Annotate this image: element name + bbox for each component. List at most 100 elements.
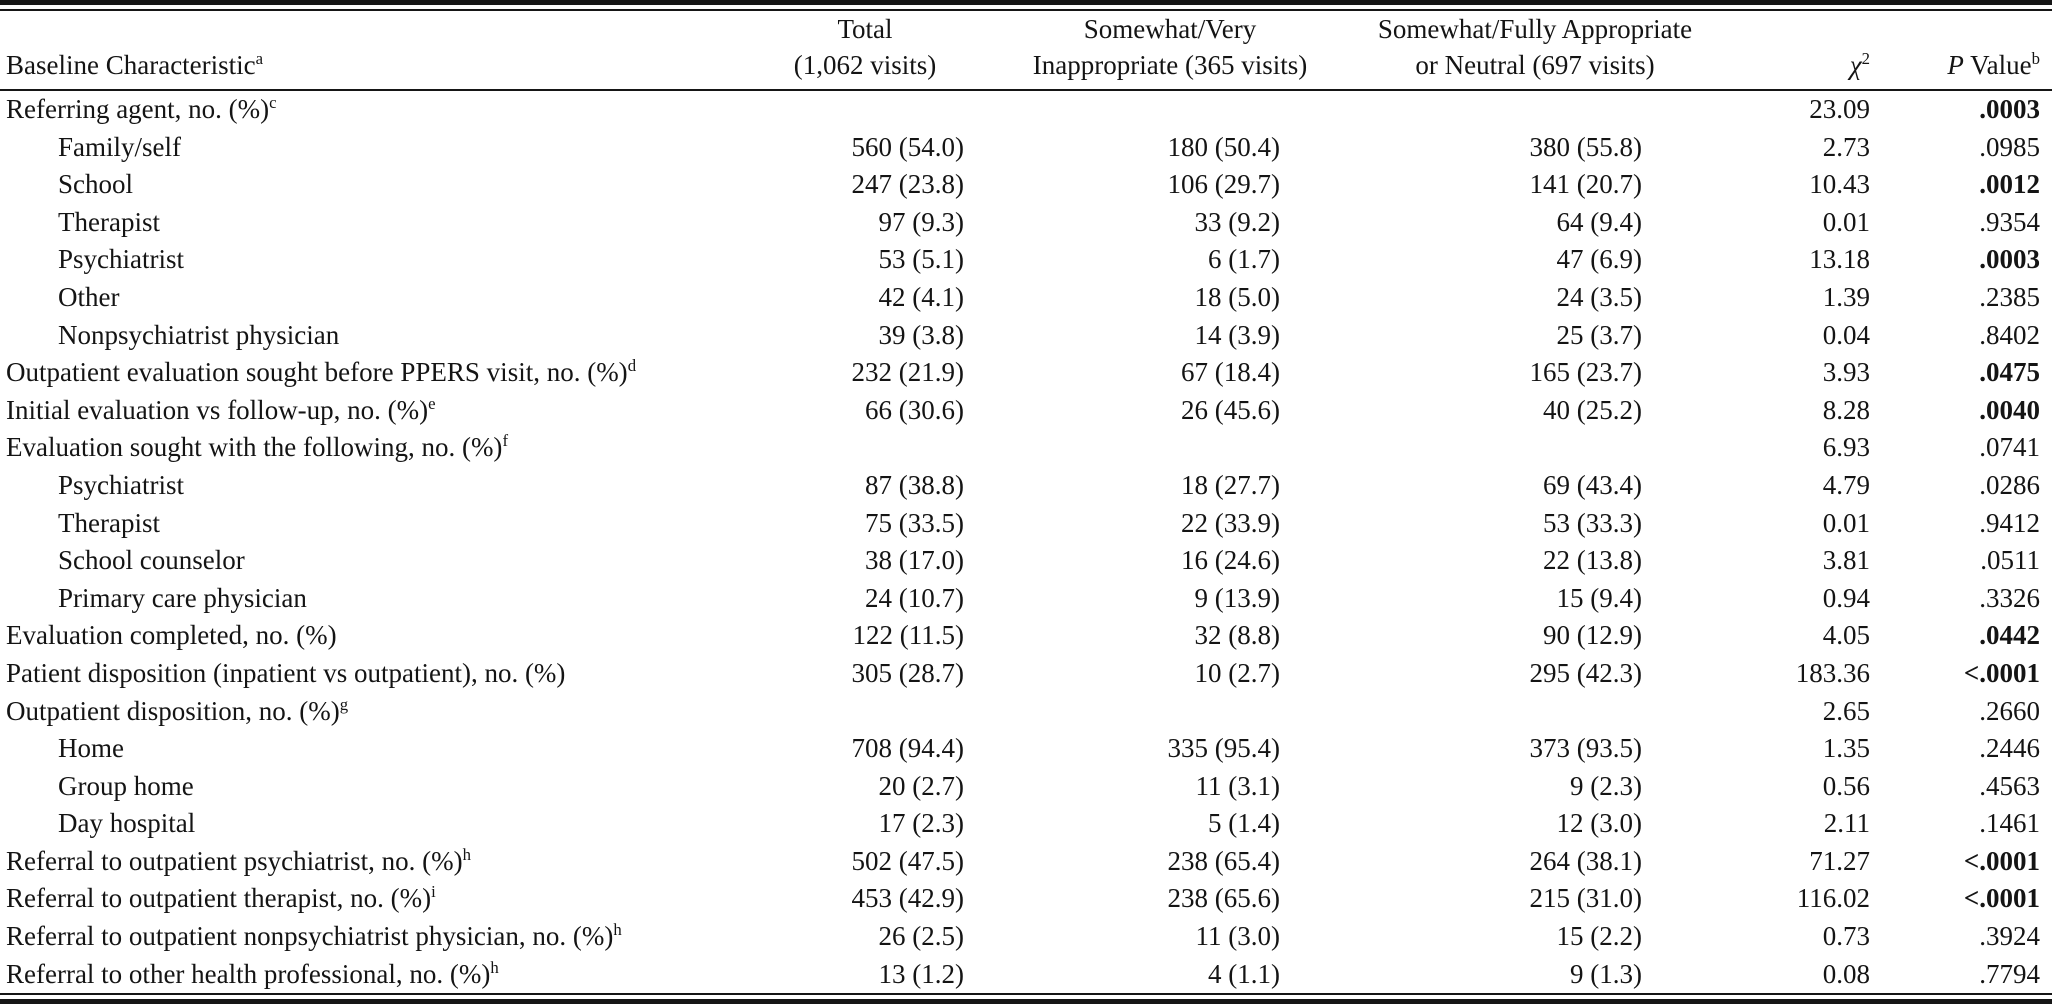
cell-characteristic-label: Other [0,279,740,317]
table-row: Referring agent, no. (%)c 23.09 .0003 [0,90,2052,129]
cell-inappropriate: 11 (3.0) [1195,921,1280,952]
cell-appropriate: 264 (38.1) [1529,845,1642,876]
cell-p-value: <.0001 [1963,883,2040,914]
cell-inappropriate: 18 (5.0) [1194,281,1280,312]
column-header-total: Total (1,062 visits) [740,11,990,91]
cell-chi-squared: 23.09 [1809,94,1870,124]
cell-characteristic-label: Family/self [0,129,740,167]
characteristic-text: Referral to outpatient therapist, no. (%… [6,883,432,914]
characteristic-text: Referral to other health professional, n… [6,958,491,989]
characteristic-text: Evaluation sought with the following, no… [6,432,503,463]
footnote-marker: e [428,393,436,413]
cell-p-value: <.0001 [1963,845,2040,876]
cell-p-value: <.0001 [1963,657,2040,688]
characteristic-text: Evaluation completed, no. (%) [6,620,337,651]
cell-p-value: .9354 [1979,206,2040,237]
table-header: Baseline Characteristica Total (1,062 vis… [0,11,2052,91]
table-row: School counselor 38 (17.0) 16 (24.6) 22 (13… [0,542,2052,580]
cell-inappropriate: 14 (3.9) [1194,319,1280,350]
footnote-marker: g [339,694,349,714]
table-row: Referral to other health professional, n… [0,956,2052,994]
table-row: Outpatient evaluation sought before PPER… [0,354,2052,392]
table-row: Group home 20 (2.7) 11 (3.1) 9 (2.3) 0.56 .45… [0,768,2052,806]
cell-inappropriate: 5 (1.4) [1208,808,1280,839]
characteristic-text: Initial evaluation vs follow-up, no. (%) [6,394,429,425]
table-row: Referral to outpatient psychiatrist, no.… [0,843,2052,881]
cell-p-value: .0012 [1979,169,2040,200]
cell-characteristic-label: Referring agent, no. (%)c [0,90,740,129]
cell-inappropriate [990,429,1350,467]
cell-p-value: .0040 [1979,394,2040,425]
table-row: Home 708 (94.4) 335 (95.4) 373 (93.5) 1.35 .2… [0,730,2052,768]
table-row: School 247 (23.8) 106 (29.7) 141 (20.7) 10.4… [0,166,2052,204]
footnote-marker: h [613,920,622,940]
characteristic-text: School counselor [58,545,245,576]
cell-appropriate: 380 (55.8) [1529,131,1642,162]
top-rule-thin [0,9,2052,11]
characteristic-text: Outpatient disposition, no. (%) [6,695,340,726]
cell-chi-squared: 8.28 [1822,394,1870,425]
cell-p-value: .2385 [1979,281,2040,312]
cell-chi-squared: 0.01 [1822,507,1870,538]
cell-p-value: .8402 [1979,319,2040,350]
characteristic-text: Primary care physician [58,582,307,613]
p-symbol: P [1947,50,1964,80]
cell-inappropriate: 335 (95.4) [1167,733,1280,764]
cell-inappropriate: 26 (45.6) [1181,394,1280,425]
cell-total: 75 (33.5) [865,507,964,538]
cell-chi-squared: 10.43 [1809,169,1870,200]
cell-characteristic-label: Initial evaluation vs follow-up, no. (%)… [0,392,740,430]
characteristic-text: Referring agent, no. (%) [6,94,270,124]
column-header-baseline-characteristic: Baseline Characteristica [0,11,740,91]
cell-chi-squared: 1.39 [1822,281,1870,312]
cell-total: 122 (11.5) [852,620,964,651]
cell-inappropriate [990,90,1350,129]
header-row: Baseline Characteristica Total (1,062 vis… [0,11,2052,91]
cell-chi-squared: 13.18 [1809,244,1870,275]
cell-inappropriate: 11 (3.1) [1195,770,1280,801]
cell-total [740,429,990,467]
characteristic-text: Referral to outpatient psychiatrist, no.… [6,845,463,876]
footnote-marker: b [2031,49,2040,68]
table-row: Psychiatrist 87 (38.8) 18 (27.7) 69 (43.4) 4… [0,467,2052,505]
cell-appropriate [1350,429,1720,467]
header-line1: Somewhat/Fully Appropriate [1377,14,1693,44]
cell-inappropriate: 238 (65.6) [1167,883,1280,914]
footnote-marker: f [502,431,509,451]
cell-chi-squared: 1.35 [1822,733,1870,764]
cell-appropriate: 40 (25.2) [1543,394,1642,425]
characteristic-text: Outpatient evaluation sought before PPER… [6,357,628,388]
characteristic-text: Group home [58,770,194,801]
cell-total: 39 (3.8) [878,319,964,350]
table-row: Referral to outpatient nonpsychiatrist p… [0,918,2052,956]
cell-chi-squared: 0.04 [1822,319,1870,350]
cell-inappropriate: 106 (29.7) [1167,169,1280,200]
table-body: Referring agent, no. (%)c 23.09 .0003 Famil… [0,90,2052,993]
table-row: Primary care physician 24 (10.7) 9 (13.9) 1… [0,580,2052,618]
cell-chi-squared: 0.01 [1822,206,1870,237]
cell-appropriate: 22 (13.8) [1543,545,1642,576]
cell-p-value: .2660 [1979,695,2040,726]
cell-p-value: .7794 [1979,958,2040,989]
table-row: Psychiatrist 53 (5.1) 6 (1.7) 47 (6.9) 13.18… [0,241,2052,279]
cell-appropriate: 12 (3.0) [1556,808,1642,839]
cell-inappropriate: 32 (8.8) [1194,620,1280,651]
header-line2: (1,062 visits) [793,50,937,80]
characteristic-text: Therapist [58,507,160,538]
cell-p-value: .0286 [1979,469,2040,500]
characteristic-text: Nonpsychiatrist physician [58,319,340,350]
header-label-text: Baseline Characteristic [6,50,256,80]
cell-inappropriate: 22 (33.9) [1181,507,1280,538]
cell-chi-squared: 2.11 [1823,808,1870,839]
cell-p-value: .0442 [1979,620,2040,651]
header-line2: or Neutral (697 visits) [1415,50,1655,80]
cell-characteristic-label: Evaluation completed, no. (%) [0,617,740,655]
cell-p-value: .3326 [1979,582,2040,613]
header-line2: Inappropriate (365 visits) [1032,50,1308,80]
cell-inappropriate: 67 (18.4) [1181,357,1280,388]
characteristic-text: Therapist [58,206,160,237]
header-line1: Somewhat/Very [1083,14,1257,44]
footnote-marker: i [431,882,436,902]
table-row: Evaluation sought with the following, no… [0,429,2052,467]
